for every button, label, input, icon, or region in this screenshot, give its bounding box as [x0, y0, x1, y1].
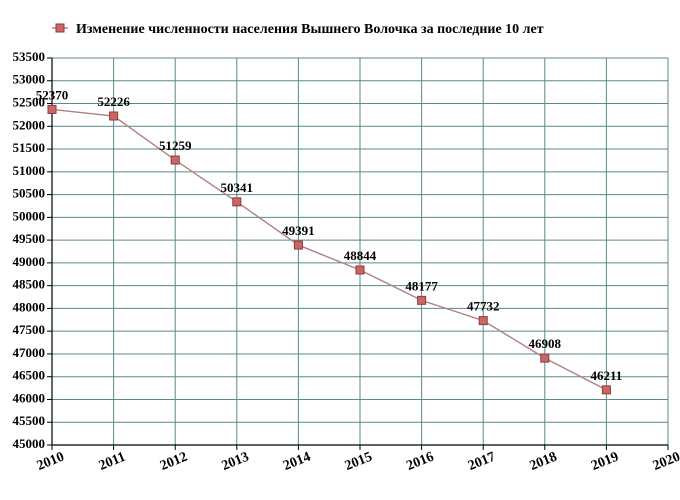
x-tick-label: 2018 [528, 450, 560, 474]
y-tick-label: 48500 [13, 277, 46, 292]
x-tick-label: 2016 [404, 450, 436, 474]
y-tick-label: 51500 [13, 140, 46, 155]
legend-label: Изменение численности населения Вышнего … [76, 22, 544, 37]
y-tick-label: 49500 [13, 231, 46, 246]
y-tick-label: 53000 [13, 72, 46, 87]
y-tick-label: 46500 [13, 368, 46, 383]
data-label: 46908 [529, 336, 562, 351]
data-marker [171, 156, 179, 164]
data-marker [541, 354, 549, 362]
data-label: 48177 [405, 278, 438, 293]
y-tick-label: 47500 [13, 322, 46, 337]
y-tick-label: 47000 [13, 345, 46, 360]
data-marker [356, 266, 364, 274]
data-marker [48, 105, 56, 113]
x-tick-label: 2019 [589, 450, 621, 474]
data-marker [110, 112, 118, 120]
data-label: 52370 [36, 87, 69, 102]
y-tick-label: 53500 [13, 49, 46, 64]
x-tick-label: 2014 [281, 450, 313, 474]
x-tick-label: 2010 [35, 450, 67, 474]
data-label: 49391 [282, 223, 315, 238]
data-marker [418, 296, 426, 304]
chart-container: 45000 45500 46000 46500 47000 47500 48000 48500… [0, 0, 680, 500]
y-tick-label: 45000 [13, 436, 46, 451]
x-tick-label: 2015 [343, 450, 375, 474]
y-tick-label: 46000 [13, 390, 46, 405]
data-marker [233, 198, 241, 206]
data-marker [602, 386, 610, 394]
x-tick-label: 2013 [220, 450, 252, 474]
data-label: 46211 [591, 368, 623, 383]
data-marker [294, 241, 302, 249]
legend-marker-icon [56, 24, 64, 32]
data-marker [479, 317, 487, 325]
legend: Изменение численности населения Вышнего … [52, 22, 544, 37]
y-tick-label: 50500 [13, 186, 46, 201]
y-tick-label: 49000 [13, 254, 46, 269]
y-tick-label: 48000 [13, 299, 46, 314]
x-tick-label: 2017 [466, 450, 498, 474]
y-tick-label: 45500 [13, 413, 46, 428]
data-label: 51259 [159, 138, 192, 153]
data-label: 47732 [467, 299, 500, 314]
x-tick-label: 2020 [651, 450, 680, 474]
x-tick-label: 2012 [158, 450, 190, 474]
x-tick-label: 2011 [97, 450, 128, 474]
data-label: 52226 [97, 94, 130, 109]
data-label: 50341 [221, 180, 254, 195]
population-line-chart: 45000 45500 46000 46500 47000 47500 48000 48500… [0, 0, 680, 500]
y-tick-label: 52000 [13, 117, 46, 132]
y-tick-label: 51000 [13, 163, 46, 178]
data-label: 48844 [344, 248, 377, 263]
y-tick-label: 50000 [13, 208, 46, 223]
